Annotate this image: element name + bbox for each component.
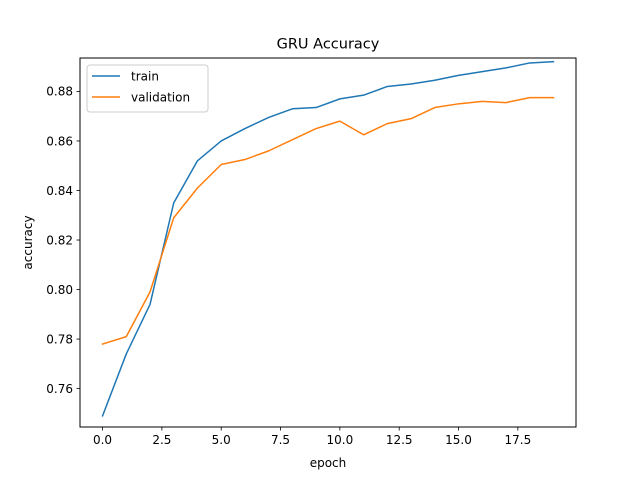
- legend: train validation: [86, 64, 209, 113]
- x-tick-label: 15.0: [445, 433, 472, 447]
- x-axis-label: epoch: [310, 456, 347, 470]
- series-line-train: [101, 60, 555, 417]
- y-tick-label: 0.84: [46, 184, 73, 198]
- y-tick-label: 0.88: [46, 85, 73, 99]
- x-axis: 0.0 2.5 5.0 7.5 10.0 12.5 15.0 17.5: [93, 427, 531, 447]
- x-tick-label: 17.5: [504, 433, 531, 447]
- y-tick-label: 0.86: [46, 134, 73, 148]
- x-tick-label: 7.5: [271, 433, 290, 447]
- series-line-validation: [101, 96, 555, 345]
- y-tick-label: 0.80: [46, 283, 73, 297]
- chart-title: GRU Accuracy: [277, 37, 380, 53]
- x-tick-label: 10.0: [327, 433, 354, 447]
- y-axis: 0.76 0.78 0.80 0.82 0.84 0.86 0.88: [46, 85, 80, 396]
- plot-frame: [79, 57, 577, 428]
- y-tick-label: 0.76: [46, 382, 73, 396]
- legend-label-train: train: [131, 70, 159, 84]
- y-tick-label: 0.78: [46, 332, 73, 346]
- x-tick-label: 0.0: [93, 433, 112, 447]
- series-layer: [101, 60, 555, 417]
- x-tick-label: 2.5: [152, 433, 171, 447]
- legend-label-validation: validation: [131, 91, 190, 105]
- x-tick-label: 12.5: [386, 433, 413, 447]
- y-axis-label: accuracy: [21, 215, 35, 269]
- y-tick-label: 0.82: [46, 233, 73, 247]
- x-tick-label: 5.0: [212, 433, 231, 447]
